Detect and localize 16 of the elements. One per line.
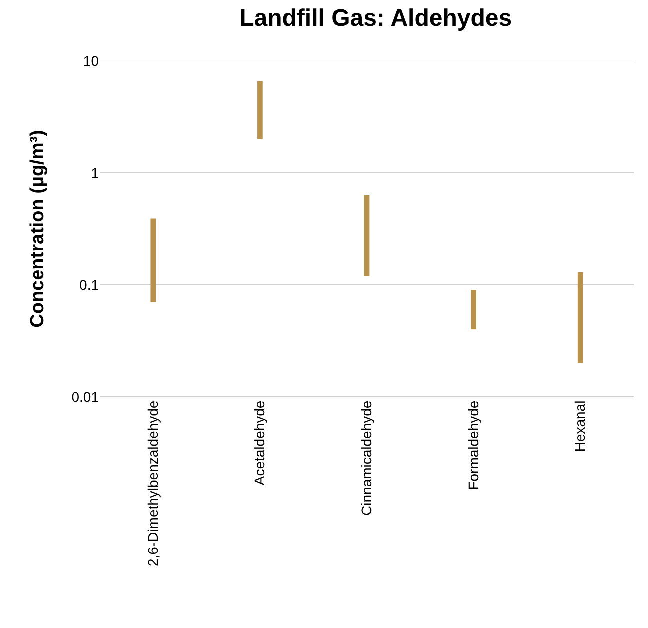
y-tick-label: 0.1 <box>80 276 100 293</box>
y-axis-title: Concentration (µg/m³) <box>28 130 49 328</box>
y-tick-label: 10 <box>83 52 100 69</box>
x-tick-label: Hexanal <box>572 400 588 452</box>
bar <box>364 195 370 276</box>
bar <box>471 290 476 330</box>
chart-title: Landfill Gas: Aldehydes <box>240 5 512 32</box>
bar <box>150 218 156 302</box>
bar <box>258 81 263 140</box>
x-tick-label: 2,6-Dimethylbenzaldehyde <box>144 400 161 567</box>
y-tick-label: 0.01 <box>72 388 100 405</box>
x-tick-label: Acetaldehyde <box>252 400 268 486</box>
bar <box>578 272 584 364</box>
y-tick-label: 1 <box>91 164 100 181</box>
x-tick-label: Formaldehyde <box>465 400 482 490</box>
x-tick-label: Cinnamicaldehyde <box>358 400 375 516</box>
